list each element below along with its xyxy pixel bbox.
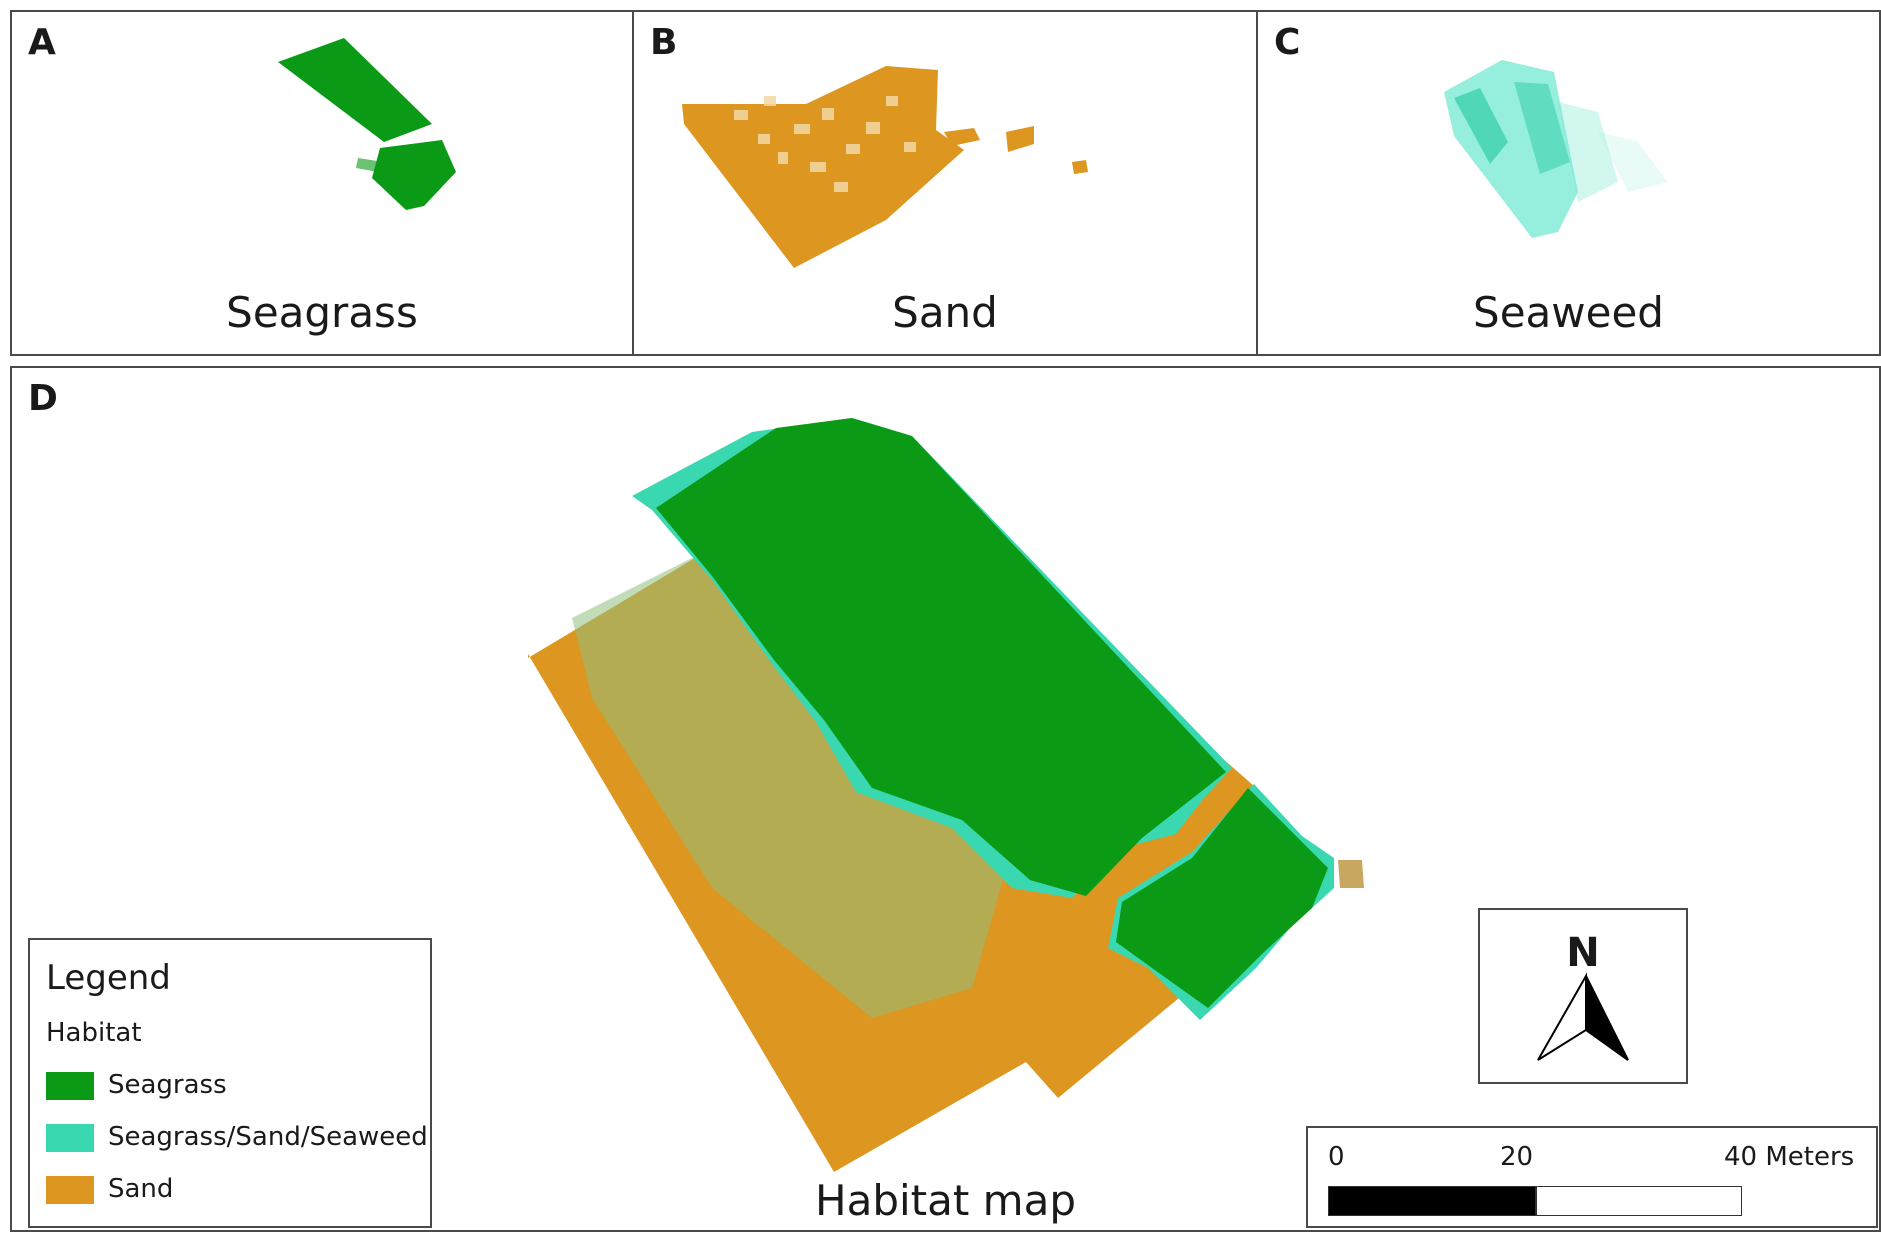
scale-bar: 0 20 40 Meters: [1306, 1126, 1878, 1228]
scale-label-20: 20: [1500, 1142, 1534, 1172]
legend-label: Seagrass: [108, 1070, 227, 1100]
north-arrow-box: N: [1478, 908, 1688, 1084]
legend-swatch: [46, 1072, 94, 1100]
panel-caption: Sand: [892, 288, 998, 337]
map-legend: Legend Habitat Seagrass Seagrass/Sand/Se…: [28, 938, 432, 1228]
seaweed-raster: [1444, 60, 1668, 238]
scale-label-0: 0: [1328, 1142, 1345, 1172]
panel-caption: Habitat map: [815, 1176, 1076, 1225]
scale-bar-white: [1536, 1186, 1742, 1216]
legend-label: Seagrass/Sand/Seaweed: [108, 1122, 428, 1152]
scale-bar-black: [1328, 1186, 1536, 1216]
panel-a-seagrass: A Seagrass: [10, 10, 634, 356]
sand-raster: [682, 66, 1088, 268]
panel-caption: Seagrass: [226, 288, 418, 337]
panel-letter: B: [650, 22, 678, 63]
panel-letter: C: [1274, 22, 1301, 63]
north-letter: N: [1566, 930, 1600, 976]
panel-letter: A: [28, 22, 56, 63]
scale-label-40: 40 Meters: [1724, 1142, 1855, 1172]
panel-c-seaweed: C Seaweed: [1256, 10, 1881, 356]
legend-label: Sand: [108, 1174, 174, 1204]
legend-swatch: [46, 1176, 94, 1204]
legend-subtitle: Habitat: [46, 1018, 142, 1048]
panel-d-habitat-map: D Habitat map Legend Habitat Seagrass Se…: [10, 366, 1881, 1232]
north-arrow-icon: [1537, 972, 1629, 1061]
seagrass-raster: [278, 38, 456, 210]
panel-letter: D: [28, 378, 58, 419]
legend-title: Legend: [46, 958, 171, 998]
panel-b-sand: B Sand: [632, 10, 1258, 356]
panel-caption: Seaweed: [1473, 288, 1664, 337]
legend-swatch: [46, 1124, 94, 1152]
habitat-raster: [528, 418, 1364, 1172]
